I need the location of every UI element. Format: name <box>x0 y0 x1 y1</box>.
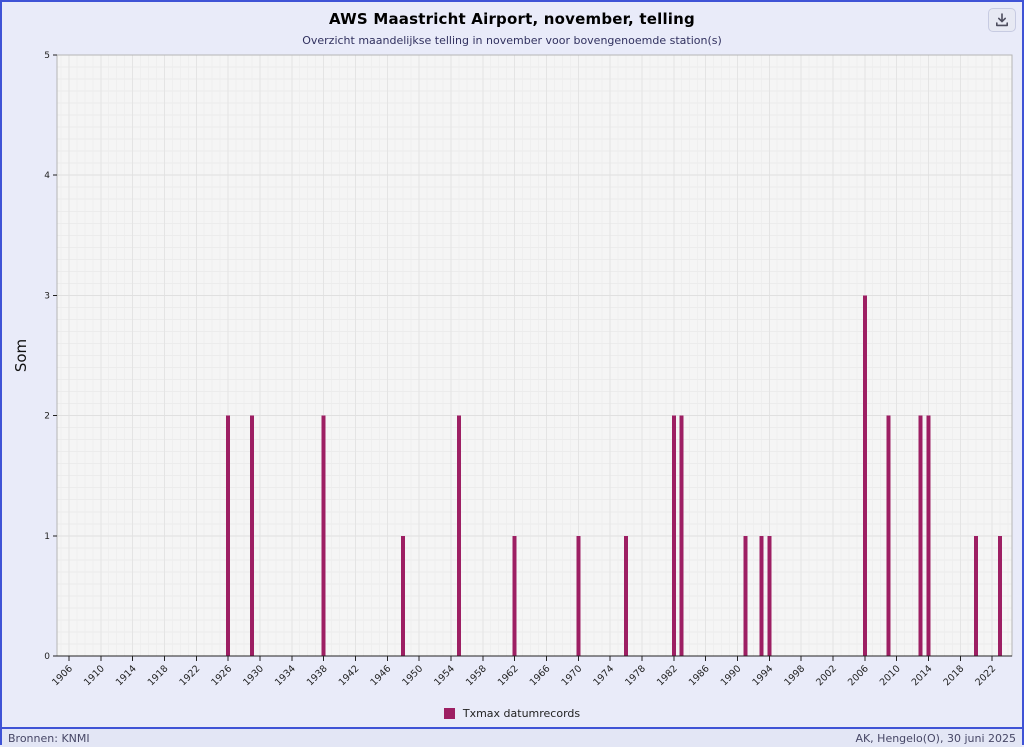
svg-text:1918: 1918 <box>146 663 171 688</box>
bar-2009 <box>886 415 891 656</box>
svg-text:1958: 1958 <box>464 663 489 688</box>
svg-text:1998: 1998 <box>782 663 807 688</box>
bar-1970 <box>576 535 581 656</box>
svg-text:1930: 1930 <box>241 663 266 688</box>
svg-text:1954: 1954 <box>432 663 457 688</box>
bar-1993 <box>759 535 764 656</box>
bar-2013 <box>918 415 923 656</box>
svg-text:1922: 1922 <box>178 663 203 688</box>
footer-credit: AK, Hengelo(O), 30 juni 2025 <box>855 731 1016 745</box>
bar-2020 <box>974 535 979 656</box>
svg-text:3: 3 <box>44 291 50 301</box>
bar-1991 <box>743 535 748 656</box>
bar-chart: 1906 1910 1914 1918 1922 1926 1930 1934 1938 1942… <box>12 51 1013 688</box>
svg-text:1966: 1966 <box>528 663 553 688</box>
footer-source: Bronnen: KNMI <box>8 731 90 745</box>
svg-text:2018: 2018 <box>942 663 967 688</box>
svg-text:1: 1 <box>44 532 50 542</box>
chart-subtitle: Overzicht maandelijkse telling in novemb… <box>302 34 722 47</box>
svg-text:2006: 2006 <box>846 663 871 688</box>
legend-swatch <box>443 707 455 719</box>
y-axis-label: Som <box>12 339 30 372</box>
svg-text:4: 4 <box>44 171 50 181</box>
svg-text:1950: 1950 <box>400 663 425 688</box>
bar-1948 <box>401 535 406 656</box>
svg-text:1926: 1926 <box>209 663 234 688</box>
svg-text:1962: 1962 <box>496 663 521 688</box>
svg-text:1986: 1986 <box>687 663 712 688</box>
svg-text:2014: 2014 <box>910 663 935 688</box>
svg-text:2: 2 <box>44 412 50 422</box>
bar-1994 <box>767 535 772 656</box>
svg-text:1934: 1934 <box>273 663 298 688</box>
svg-text:2022: 2022 <box>973 663 998 688</box>
footer: Bronnen: KNMI AK, Hengelo(O), 30 juni 20… <box>2 727 1022 747</box>
bar-1938 <box>321 415 326 656</box>
svg-text:0: 0 <box>44 652 50 662</box>
bar-2006 <box>862 295 867 656</box>
svg-text:1938: 1938 <box>305 663 330 688</box>
bar-2023 <box>998 535 1003 656</box>
legend: Txmax datumrecords <box>2 699 1022 727</box>
download-icon <box>996 13 1008 27</box>
svg-text:1942: 1942 <box>337 663 362 688</box>
legend-label: Txmax datumrecords <box>462 706 581 720</box>
svg-text:1910: 1910 <box>82 663 107 688</box>
svg-text:2010: 2010 <box>878 663 903 688</box>
svg-text:1906: 1906 <box>50 663 75 688</box>
bar-1982 <box>671 415 676 656</box>
bar-1962 <box>512 535 517 656</box>
svg-text:1970: 1970 <box>560 663 585 688</box>
bar-1955 <box>456 415 461 656</box>
chart-header: AWS Maastricht Airport, november, tellin… <box>2 2 1022 49</box>
svg-text:1994: 1994 <box>751 663 776 688</box>
svg-text:1974: 1974 <box>591 663 616 688</box>
bar-1976 <box>624 535 629 656</box>
svg-text:5: 5 <box>44 51 50 61</box>
svg-text:1982: 1982 <box>655 663 680 688</box>
svg-text:1990: 1990 <box>719 663 744 688</box>
bar-1926 <box>226 415 231 656</box>
svg-text:1946: 1946 <box>369 663 394 688</box>
svg-text:2002: 2002 <box>814 663 839 688</box>
download-button[interactable] <box>988 8 1016 32</box>
bar-1929 <box>249 415 254 656</box>
svg-text:1978: 1978 <box>623 663 648 688</box>
bar-2014 <box>926 415 931 656</box>
bar-1983 <box>679 415 684 656</box>
svg-text:1914: 1914 <box>114 663 139 688</box>
chart-title: AWS Maastricht Airport, november, tellin… <box>329 10 695 28</box>
